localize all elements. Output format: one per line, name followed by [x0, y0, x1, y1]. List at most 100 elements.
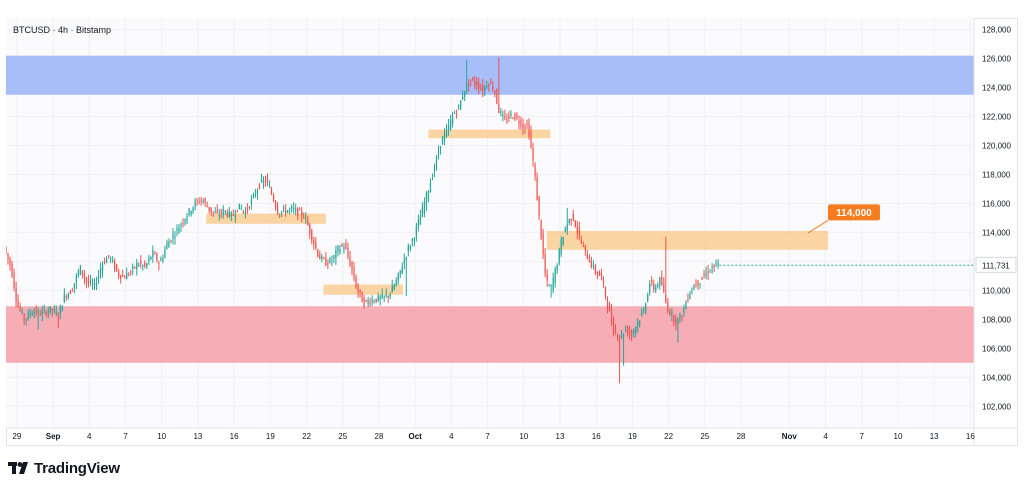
candle-up[interactable]: [445, 128, 448, 137]
candle-up[interactable]: [637, 322, 639, 328]
candle-up[interactable]: [49, 306, 51, 313]
candle-down[interactable]: [85, 277, 88, 283]
candle-down[interactable]: [584, 244, 586, 251]
candle-down[interactable]: [242, 210, 244, 212]
candle-down[interactable]: [341, 244, 343, 247]
candle-down[interactable]: [582, 245, 584, 247]
candle-up[interactable]: [180, 224, 182, 226]
candle-down[interactable]: [154, 253, 156, 255]
candle-down[interactable]: [107, 255, 110, 257]
candle-up[interactable]: [633, 330, 635, 334]
candle-down[interactable]: [118, 271, 120, 276]
candle-down[interactable]: [297, 207, 299, 216]
candle-up[interactable]: [256, 190, 259, 194]
candle-up[interactable]: [55, 311, 57, 315]
candle-down[interactable]: [303, 217, 305, 219]
candle-down[interactable]: [19, 307, 21, 311]
candle-down[interactable]: [266, 178, 269, 183]
candle-up[interactable]: [146, 263, 148, 267]
candle-up[interactable]: [339, 248, 341, 253]
candle-up[interactable]: [109, 257, 112, 259]
candle-up[interactable]: [333, 255, 335, 258]
candle-up[interactable]: [260, 178, 263, 182]
candle-up[interactable]: [693, 285, 695, 291]
candle-down[interactable]: [158, 263, 160, 265]
candle-up[interactable]: [453, 113, 456, 115]
candle-down[interactable]: [600, 272, 603, 276]
candle-up[interactable]: [385, 294, 387, 296]
candle-down[interactable]: [45, 311, 47, 315]
candle-up[interactable]: [228, 211, 230, 217]
candle-down[interactable]: [274, 201, 277, 208]
candle-up[interactable]: [383, 295, 385, 297]
candle-down[interactable]: [319, 254, 321, 260]
candle-down[interactable]: [220, 211, 222, 214]
candle-down[interactable]: [544, 254, 546, 274]
candle-up[interactable]: [126, 273, 128, 280]
candle-down[interactable]: [65, 296, 67, 298]
candle-down[interactable]: [476, 81, 478, 87]
candle-up[interactable]: [148, 258, 150, 262]
candle-up[interactable]: [399, 270, 401, 274]
candle-down[interactable]: [124, 277, 126, 279]
candle-down[interactable]: [270, 189, 273, 195]
candle-down[interactable]: [361, 292, 363, 303]
candle-up[interactable]: [164, 249, 166, 258]
candle-up[interactable]: [659, 277, 661, 287]
candle-down[interactable]: [236, 209, 238, 212]
candle-down[interactable]: [307, 220, 309, 226]
candle-up[interactable]: [566, 224, 568, 231]
candle-up[interactable]: [234, 214, 236, 218]
candle-up[interactable]: [393, 284, 395, 290]
candle-down[interactable]: [122, 275, 124, 277]
candle-down[interactable]: [602, 278, 605, 284]
candle-down[interactable]: [616, 336, 619, 338]
candle-down[interactable]: [170, 240, 172, 242]
candle-up[interactable]: [41, 311, 43, 315]
candle-down[interactable]: [116, 264, 118, 271]
candle-up[interactable]: [685, 302, 687, 310]
candle-up[interactable]: [184, 219, 186, 224]
candle-down[interactable]: [508, 115, 510, 119]
candle-down[interactable]: [134, 266, 136, 268]
candle-down[interactable]: [206, 206, 208, 208]
candle-down[interactable]: [198, 202, 200, 204]
candle-down[interactable]: [313, 239, 315, 244]
candle-down[interactable]: [83, 273, 86, 279]
candle-up[interactable]: [655, 287, 657, 291]
candle-up[interactable]: [329, 258, 331, 263]
candle-down[interactable]: [532, 147, 534, 161]
candle-up[interactable]: [381, 294, 383, 299]
candle-up[interactable]: [441, 136, 444, 145]
candle-down[interactable]: [546, 273, 548, 281]
candle-up[interactable]: [166, 242, 168, 250]
candle-down[interactable]: [7, 253, 9, 259]
candle-up[interactable]: [624, 329, 627, 331]
candle-down[interactable]: [506, 119, 508, 121]
candle-down[interactable]: [482, 85, 484, 93]
candle-up[interactable]: [457, 104, 460, 107]
candle-up[interactable]: [622, 334, 625, 336]
candle-down[interactable]: [9, 258, 11, 266]
candle-down[interactable]: [606, 299, 609, 309]
candle-up[interactable]: [77, 270, 80, 276]
candle-up[interactable]: [484, 87, 486, 91]
candle-down[interactable]: [325, 257, 327, 266]
candle-down[interactable]: [610, 310, 613, 324]
candle-down[interactable]: [299, 208, 301, 211]
candle-down[interactable]: [345, 243, 347, 249]
candle-down[interactable]: [536, 177, 538, 201]
candle-up[interactable]: [268, 186, 271, 188]
candle-up[interactable]: [451, 115, 454, 125]
candle-down[interactable]: [470, 79, 472, 82]
candle-up[interactable]: [282, 207, 285, 209]
candle-down[interactable]: [697, 280, 699, 286]
candle-up[interactable]: [705, 272, 707, 276]
candle-down[interactable]: [498, 104, 500, 113]
candle-up[interactable]: [419, 216, 422, 225]
candle-down[interactable]: [35, 308, 37, 314]
candle-up[interactable]: [649, 283, 651, 294]
candle-up[interactable]: [280, 211, 283, 214]
candle-up[interactable]: [25, 318, 27, 320]
candle-up[interactable]: [431, 177, 434, 179]
